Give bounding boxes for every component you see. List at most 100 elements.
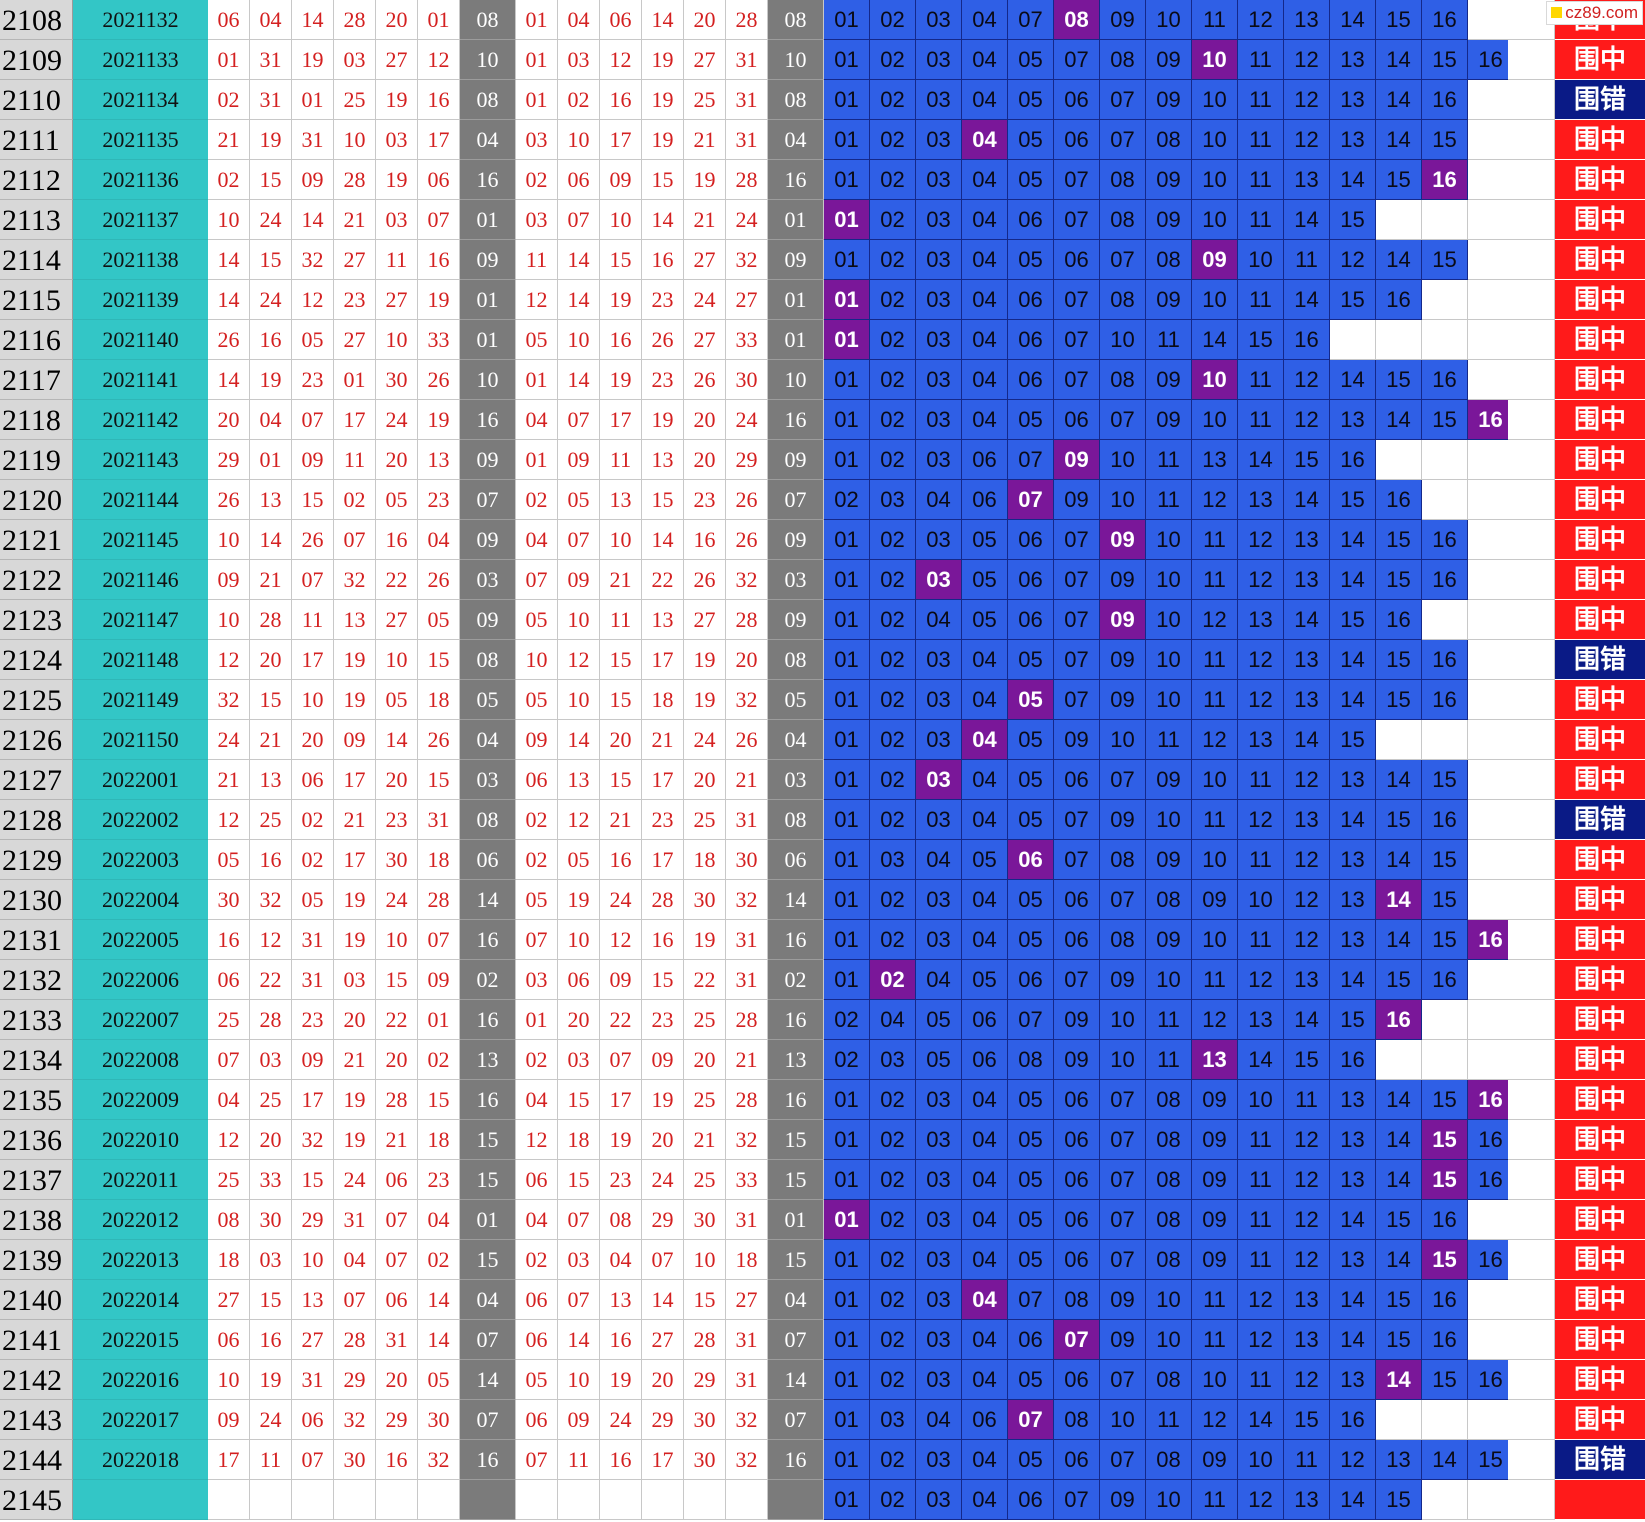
drawn-number: 31 (334, 1200, 376, 1240)
drawn-number: 19 (376, 80, 418, 120)
blue-ball-repeat-cell: 05 (768, 680, 824, 720)
drawn-number: 02 (418, 1240, 460, 1280)
sorted-number: 31 (726, 960, 768, 1000)
period-cell: 2022012 (73, 1200, 208, 1240)
table-row: 2110 2021134 02 31 01 25 19 16 08 01 02 16 19 25 31 08 0… (0, 80, 1645, 120)
sorted-number: 10 (558, 600, 600, 640)
result-badge: 围中 (1555, 480, 1645, 520)
drawn-number: 18 (418, 680, 460, 720)
sorted-number: 10 (558, 680, 600, 720)
period-cell: 2021143 (73, 440, 208, 480)
drawn-number: 26 (208, 480, 250, 520)
pool-number: 08 (1146, 120, 1192, 160)
pool-number: 06 (1008, 200, 1054, 240)
drawn-number: 27 (376, 600, 418, 640)
blue-ball-cell: 08 (460, 0, 516, 40)
pool-number: 01 (824, 1120, 870, 1160)
sorted-number: 20 (684, 440, 726, 480)
pool-number: 15 (1422, 120, 1468, 160)
pool-number: 06 (1008, 1320, 1054, 1360)
drawn-number: 31 (376, 1320, 418, 1360)
drawn-number: 17 (418, 120, 460, 160)
period-cell: 2021134 (73, 80, 208, 120)
sorted-number: 19 (684, 680, 726, 720)
sorted-number: 19 (642, 400, 684, 440)
drawn-number: 01 (418, 1000, 460, 1040)
drawn-number: 13 (418, 440, 460, 480)
sorted-number: 21 (600, 800, 642, 840)
pool-number: 16 (1468, 1120, 1514, 1160)
result-badge: 围错 (1555, 80, 1645, 120)
drawn-number: 16 (250, 1320, 292, 1360)
pool-number: 11 (1146, 480, 1192, 520)
pool-hit-number: 04 (962, 1280, 1008, 1320)
drawn-number: 26 (418, 720, 460, 760)
drawn-number: 17 (292, 640, 334, 680)
pool-number: 06 (1054, 1360, 1100, 1400)
sorted-number: 16 (600, 1440, 642, 1480)
drawn-number: 31 (418, 800, 460, 840)
drawn-number: 32 (250, 880, 292, 920)
pool-number: 04 (962, 40, 1008, 80)
blue-ball-cell: 15 (460, 1160, 516, 1200)
pool-number: 09 (1146, 200, 1192, 240)
pool-number: 03 (916, 160, 962, 200)
empty-cell (1468, 680, 1514, 720)
sorted-number: 23 (600, 1160, 642, 1200)
pool-number: 16 (1422, 360, 1468, 400)
drawn-number: 17 (334, 840, 376, 880)
drawn-number: 33 (418, 320, 460, 360)
drawn-number: 31 (250, 80, 292, 120)
blue-ball-repeat-cell: 08 (768, 640, 824, 680)
blue-ball-cell: 09 (460, 520, 516, 560)
drawn-number (418, 1480, 460, 1520)
pool-number: 01 (824, 1480, 870, 1520)
sorted-number: 27 (642, 1320, 684, 1360)
result-badge: 围中 (1555, 1040, 1645, 1080)
pool-number: 11 (1238, 1240, 1284, 1280)
sorted-number: 07 (516, 920, 558, 960)
blue-ball-repeat-cell: 15 (768, 1240, 824, 1280)
sorted-number: 15 (600, 760, 642, 800)
drawn-number: 14 (292, 0, 334, 40)
pool-number: 09 (1100, 1320, 1146, 1360)
pool-hit-number: 10 (1192, 360, 1238, 400)
sorted-number: 22 (642, 560, 684, 600)
empty-cell (1468, 720, 1514, 760)
drawn-number: 21 (250, 720, 292, 760)
pool-number: 12 (1192, 720, 1238, 760)
spacer-cell (1508, 880, 1555, 920)
pool-number: 09 (1146, 280, 1192, 320)
spacer-cell (1508, 600, 1555, 640)
blue-ball-repeat-cell: 03 (768, 560, 824, 600)
sorted-number: 06 (600, 0, 642, 40)
drawn-number: 07 (376, 1200, 418, 1240)
pool-number: 03 (916, 80, 962, 120)
sorted-number: 07 (558, 1200, 600, 1240)
row-index: 2110 (0, 80, 73, 120)
pool-number: 10 (1238, 1440, 1284, 1480)
drawn-number: 11 (292, 600, 334, 640)
result-badge: 围错 (1555, 800, 1645, 840)
pool-hit-number: 03 (916, 560, 962, 600)
pool-number: 07 (1100, 1120, 1146, 1160)
blue-ball-repeat-cell: 16 (768, 160, 824, 200)
pool-number: 04 (962, 800, 1008, 840)
pool-number: 01 (824, 40, 870, 80)
sorted-number: 28 (726, 1080, 768, 1120)
sorted-number: 01 (516, 440, 558, 480)
pool-number: 13 (1284, 1280, 1330, 1320)
pool-number: 05 (962, 560, 1008, 600)
pool-hit-number: 16 (1468, 1080, 1514, 1120)
sorted-number: 14 (558, 1320, 600, 1360)
pool-number: 10 (1146, 0, 1192, 40)
period-cell: 2021132 (73, 0, 208, 40)
pool-number: 14 (1238, 1400, 1284, 1440)
pool-number: 10 (1192, 760, 1238, 800)
empty-cell (1468, 440, 1514, 480)
pool-hit-number: 01 (824, 200, 870, 240)
drawn-number: 20 (292, 720, 334, 760)
pool-number: 11 (1146, 440, 1192, 480)
pool-number: 02 (870, 600, 916, 640)
pool-number: 16 (1422, 800, 1468, 840)
